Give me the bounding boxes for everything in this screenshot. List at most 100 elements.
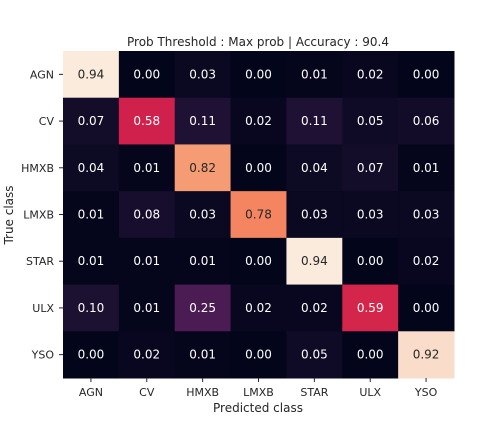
heatmap-cell: [398, 144, 455, 192]
heatmap-cell: [230, 237, 287, 286]
x-tick-label: YSO: [414, 386, 438, 399]
cell-value-label: 0.02: [357, 67, 384, 81]
heatmap-cell: [342, 144, 399, 192]
y-tick-label: CV: [39, 115, 55, 128]
cell-value-label: 0.07: [357, 161, 384, 175]
heatmap-cell: [230, 191, 287, 239]
x-tick-label: HMXB: [186, 386, 219, 399]
cell-value-label: 0.59: [357, 301, 384, 315]
heatmap-cell: [63, 97, 120, 145]
heatmap-cell: [342, 51, 399, 99]
heatmap-cell: [286, 97, 343, 145]
heatmap-cell: [398, 284, 455, 332]
cell-value-label: 0.08: [133, 208, 160, 222]
heatmap-cell: [342, 237, 399, 286]
heatmap-cell: [174, 284, 232, 332]
x-axis-label: Predicted class: [213, 401, 303, 415]
cell-value-label: 0.02: [301, 301, 328, 315]
cell-value-label: 0.00: [245, 254, 272, 268]
heatmap-cell: [342, 331, 399, 379]
cell-value-label: 0.01: [78, 254, 105, 268]
cell-value-label: 0.00: [245, 67, 272, 81]
heatmap-cell: [342, 191, 399, 239]
heatmap-cell: [174, 51, 232, 99]
heatmap-cell: [398, 237, 455, 286]
cell-value-label: 0.10: [78, 301, 105, 315]
x-tick-label: CV: [139, 386, 155, 399]
cell-value-label: 0.00: [357, 348, 384, 362]
cell-value-label: 0.00: [413, 301, 440, 315]
heatmap-cell: [118, 284, 176, 332]
heatmap-cell: [286, 331, 343, 379]
cell-value-label: 0.01: [301, 67, 328, 81]
heatmap-cell: [118, 237, 176, 286]
cell-value-label: 0.07: [78, 114, 105, 128]
heatmap-cell: [63, 191, 120, 239]
heatmap-cell: [342, 97, 399, 145]
heatmap-cell: [230, 97, 287, 145]
cell-value-label: 0.05: [357, 114, 384, 128]
heatmap-cell: [174, 331, 232, 379]
y-axis-ticks: AGN CV HMXB LMXB STAR ULX YSO: [21, 68, 63, 362]
cell-value-label: 0.01: [133, 161, 160, 175]
cell-value-label: 0.25: [189, 301, 216, 315]
heatmap-cell: [118, 51, 176, 99]
heatmap-cell: [63, 51, 120, 99]
heatmap-cell: [63, 237, 120, 286]
x-axis-ticks: AGN CV HMXB LMXB STAR ULX YSO: [79, 378, 438, 399]
heatmap-cell: [174, 237, 232, 286]
cell-value-label: 0.04: [78, 161, 105, 175]
cell-value-label: 0.03: [301, 208, 328, 222]
cell-value-label: 0.06: [413, 114, 440, 128]
heatmap-cell: [398, 97, 455, 145]
heatmap-cells: [63, 51, 455, 379]
chart-title: Prob Threshold : Max prob | Accuracy : 9…: [127, 35, 389, 49]
cell-value-labels: 0.94 0.00 0.03 0.00 0.01 0.02 0.00 0.07 0.58 0.11…: [78, 67, 440, 361]
cell-value-label: 0.01: [189, 254, 216, 268]
cell-value-label: 0.00: [78, 348, 105, 362]
y-tick-label: HMXB: [21, 162, 54, 175]
heatmap-cell: [230, 51, 287, 99]
heatmap-cell: [118, 331, 176, 379]
cell-value-label: 0.02: [413, 254, 440, 268]
heatmap-cell: [174, 191, 232, 239]
heatmap-cell: [342, 284, 399, 332]
x-tick-label: STAR: [300, 386, 328, 399]
heatmap-cell: [286, 51, 343, 99]
cell-value-label: 0.03: [357, 208, 384, 222]
cell-value-label: 0.00: [245, 161, 272, 175]
cell-value-label: 0.92: [413, 348, 440, 362]
heatmap-cell: [398, 191, 455, 239]
heatmap-cell: [63, 144, 120, 192]
heatmap-cell: [230, 284, 287, 332]
cell-value-label: 0.01: [413, 161, 440, 175]
cell-value-label: 0.00: [245, 348, 272, 362]
cell-value-label: 0.02: [245, 114, 272, 128]
heatmap-cell: [118, 144, 176, 192]
heatmap-cell: [230, 144, 287, 192]
y-tick-label: ULX: [32, 302, 54, 315]
y-tick-label: AGN: [30, 68, 54, 81]
cell-value-label: 0.02: [245, 301, 272, 315]
cell-value-label: 0.00: [413, 67, 440, 81]
heatmap-cell: [286, 237, 343, 286]
y-tick-label: YSO: [31, 349, 55, 362]
cell-value-label: 0.78: [245, 208, 272, 222]
heatmap-cell: [63, 284, 120, 332]
heatmap-cell: [286, 144, 343, 192]
cell-value-label: 0.03: [189, 67, 216, 81]
heatmap-cell: [174, 97, 232, 145]
heatmap-cell: [174, 144, 232, 192]
cell-value-label: 0.11: [189, 114, 216, 128]
y-tick-label: STAR: [26, 255, 54, 268]
cell-value-label: 0.01: [189, 348, 216, 362]
y-tick-label: LMXB: [23, 209, 54, 222]
x-tick-label: AGN: [79, 386, 103, 399]
cell-value-label: 0.02: [133, 348, 160, 362]
cell-value-label: 0.01: [78, 208, 105, 222]
cell-value-label: 0.00: [357, 254, 384, 268]
cell-value-label: 0.05: [301, 348, 328, 362]
cell-value-label: 0.94: [301, 254, 328, 268]
